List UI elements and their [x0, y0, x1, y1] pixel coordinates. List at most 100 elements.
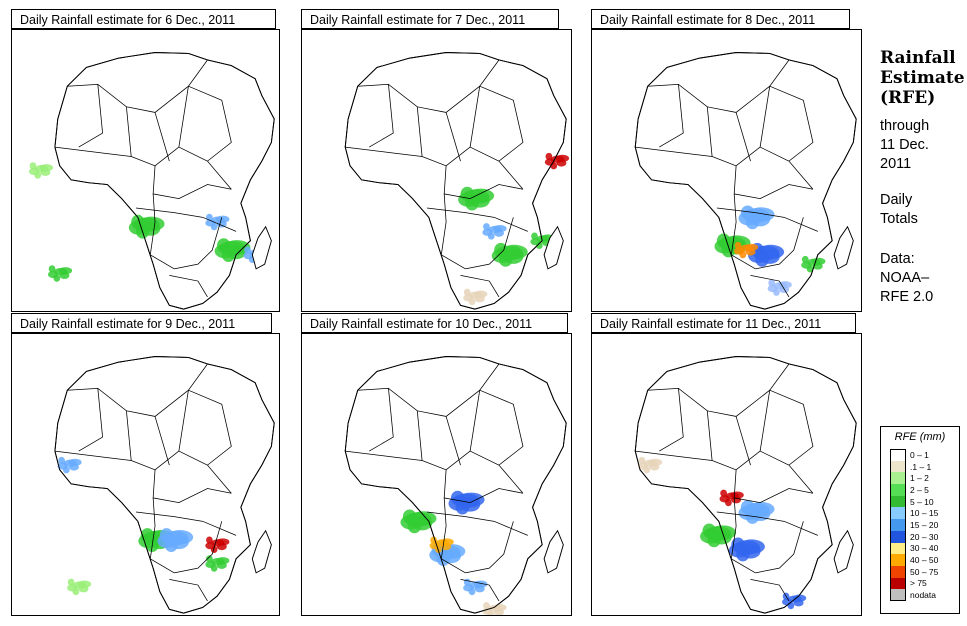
- coastline: [634, 356, 857, 614]
- legend-swatch: [890, 507, 906, 520]
- rainfall-patch: [473, 580, 488, 588]
- country-border: [54, 146, 132, 157]
- rainfall-patch: [206, 536, 213, 544]
- rainfall-patch: [767, 284, 778, 293]
- legend-entry: nodata: [890, 589, 938, 601]
- rainfall-patch: [482, 607, 493, 615]
- rainfall-patch: [730, 491, 744, 499]
- coastline-outline: [344, 52, 567, 310]
- legend-swatch: [890, 589, 906, 601]
- rainfall-patch: [48, 265, 56, 273]
- rainfall-patch: [67, 578, 75, 586]
- legend-swatch: [890, 472, 906, 485]
- legend-entry: 1 – 2: [890, 472, 938, 485]
- country-border: [78, 388, 103, 452]
- panel-title: Daily Rainfall estimate for 8 Dec., 2011: [591, 9, 850, 29]
- country-border: [169, 275, 208, 298]
- rainfall-patch: [738, 539, 765, 554]
- rainfall-patch: [473, 290, 488, 298]
- coastline-outline: [344, 356, 567, 614]
- country-border: [149, 193, 175, 270]
- country-border: [465, 217, 514, 270]
- legend-title: RFE (mm): [894, 431, 946, 443]
- rainfall-patch: [734, 241, 742, 250]
- country-border: [469, 450, 524, 494]
- country-border: [769, 85, 814, 162]
- rainfall-patch: [719, 495, 730, 503]
- rainfall-patch: [28, 167, 39, 176]
- map-panel: Daily Rainfall estimate for 7 Dec., 2011: [301, 9, 572, 312]
- map-panel: Daily Rainfall estimate for 6 Dec., 2011: [11, 9, 280, 312]
- rainfall-patch: [463, 584, 474, 592]
- rainfall-patch: [457, 492, 485, 508]
- rainfall-patch: [467, 188, 495, 204]
- country-border: [635, 146, 713, 157]
- through-date: through 11 Dec. 2011: [880, 117, 929, 174]
- country-border: [443, 165, 524, 199]
- rainfall-patch: [216, 215, 230, 223]
- through-line: through: [880, 118, 930, 134]
- legend-label: 2 – 5: [910, 484, 929, 495]
- country-border: [445, 416, 461, 466]
- madagascar: [251, 529, 272, 574]
- rainfall-patch: [137, 216, 165, 232]
- rainfall-patch: [463, 294, 474, 302]
- legend-swatch: [890, 577, 906, 590]
- legend-swatch: [890, 530, 906, 543]
- country-border: [54, 450, 132, 461]
- data-source: Data: NOAA– RFE 2.0: [880, 250, 933, 307]
- country-border: [465, 521, 514, 574]
- country-border: [152, 165, 232, 199]
- rainfall-patch: [216, 557, 230, 565]
- legend-label: 15 – 20: [910, 519, 939, 530]
- rainfall-patch: [530, 238, 541, 246]
- title-line: Estimate: [880, 68, 965, 88]
- country-border: [759, 146, 814, 190]
- rainfall-patch: [555, 154, 570, 162]
- africa-map: [301, 29, 572, 312]
- rainfall-patch: [801, 255, 809, 264]
- country-border: [188, 85, 232, 162]
- madagascar: [251, 225, 272, 270]
- country-border: [755, 521, 804, 574]
- rainfall-patch: [243, 252, 254, 260]
- main-title: Rainfall Estimate (RFE): [880, 48, 965, 108]
- map-panel: Daily Rainfall estimate for 11 Dec., 201…: [591, 313, 862, 616]
- rainfall-patch: [637, 462, 648, 470]
- legend-label: > 75: [910, 578, 927, 589]
- rainfall-patch: [67, 584, 78, 592]
- country-border: [152, 469, 232, 503]
- legend-entry: 20 – 30: [890, 530, 938, 543]
- legend-entry: 15 – 20: [890, 519, 938, 531]
- rainfall-patch: [205, 219, 216, 227]
- rainfall-patch: [493, 603, 507, 612]
- madagascar: [543, 529, 564, 574]
- coastline-outline: [634, 52, 857, 310]
- legend-entry: 10 – 15: [890, 507, 938, 520]
- country-border: [174, 521, 223, 574]
- panel-title: Daily Rainfall estimate for 9 Dec., 2011: [11, 313, 272, 333]
- rainfall-patch: [648, 458, 663, 466]
- panel-title: Daily Rainfall estimate for 6 Dec., 2011: [11, 9, 276, 29]
- country-border: [169, 579, 208, 602]
- panel-title: Daily Rainfall estimate for 7 Dec., 2011: [301, 9, 559, 29]
- legend-label: 50 – 75: [910, 566, 939, 577]
- country-border: [735, 416, 751, 466]
- rainfall-patch: [801, 261, 812, 269]
- legend-label: 0 – 1: [910, 449, 929, 460]
- title-line: (RFE): [880, 88, 936, 108]
- africa-map: [591, 29, 862, 312]
- country-border: [759, 450, 814, 494]
- legend-entry: 50 – 75: [890, 565, 939, 578]
- country-border: [369, 388, 394, 452]
- rainfall-patch: [205, 560, 216, 569]
- legend-entry: 5 – 10: [890, 495, 938, 508]
- country-border: [755, 217, 804, 270]
- source-line: NOAA–: [880, 270, 930, 286]
- country-border: [479, 85, 524, 162]
- legend-swatch: [890, 519, 906, 531]
- legend-entry: 0 – 1: [890, 449, 938, 461]
- country-border: [345, 450, 423, 461]
